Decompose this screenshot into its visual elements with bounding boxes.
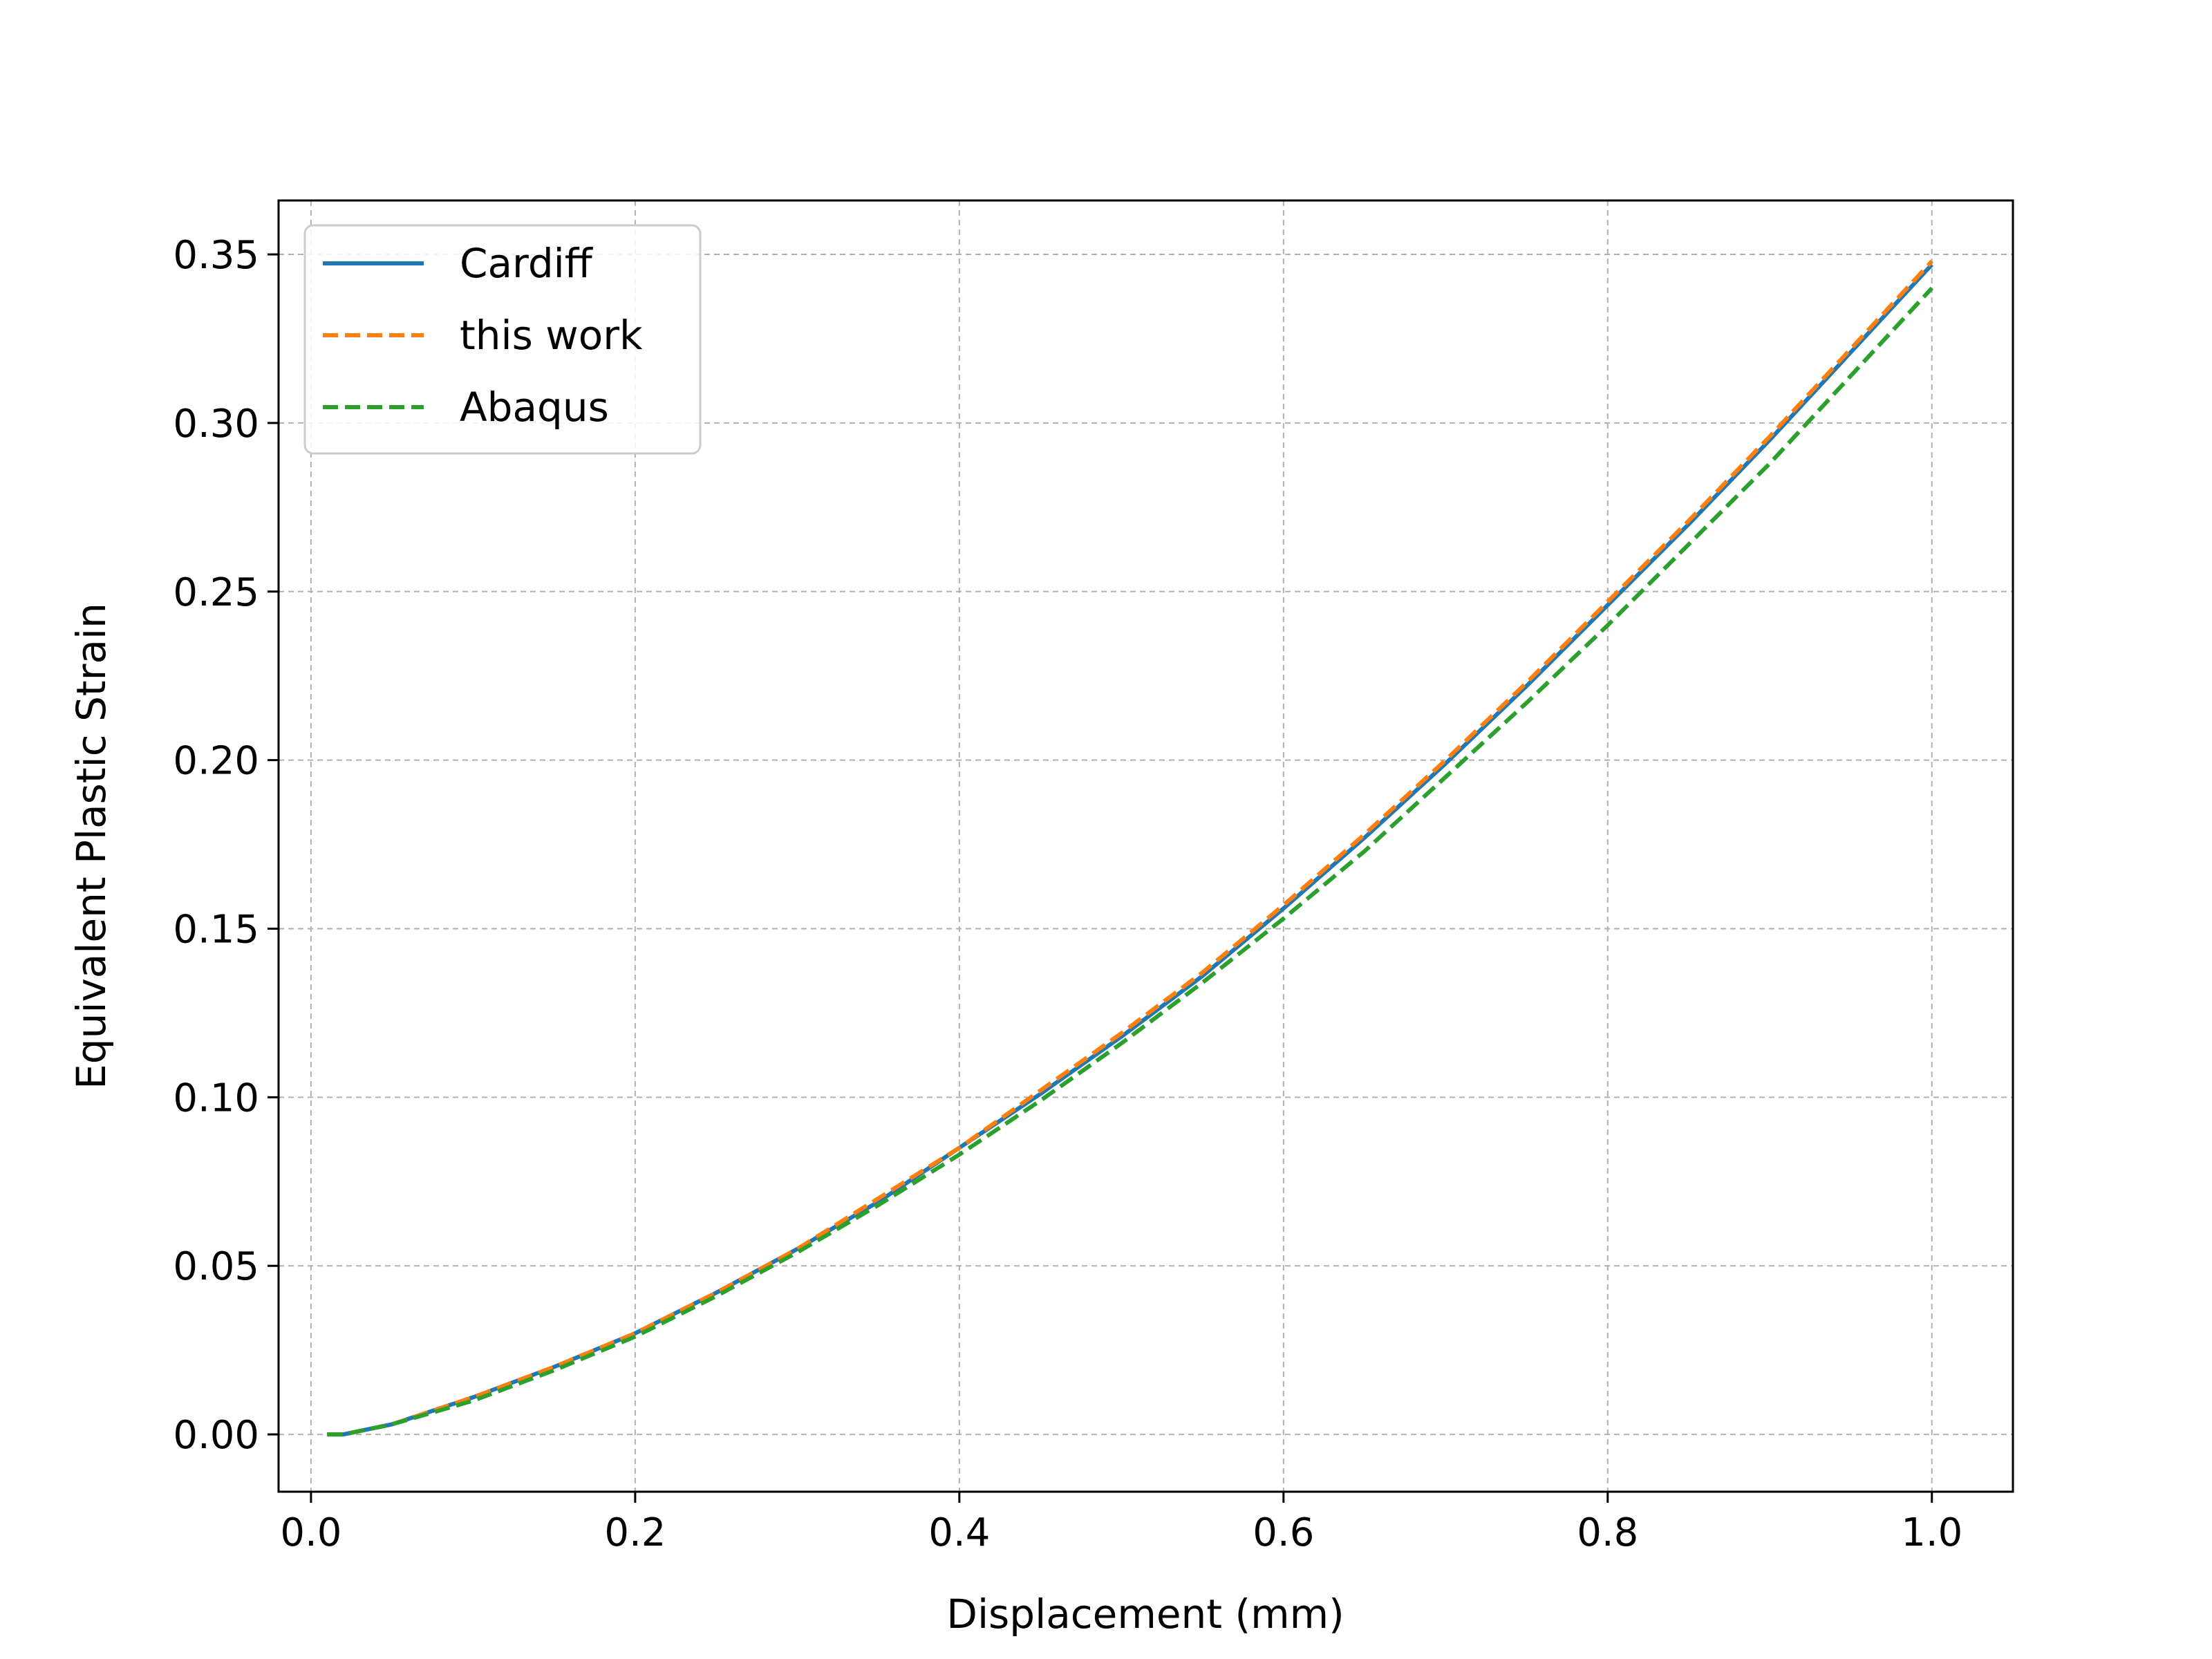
y-tick-label: 0.20: [173, 739, 259, 784]
y-tick-label: 0.30: [173, 402, 259, 447]
legend-label: Abaqus: [460, 384, 609, 431]
legend: Cardiff this work Abaqus: [303, 224, 702, 455]
series-layer: [327, 259, 1934, 1437]
legend-box: [303, 224, 702, 455]
y-axis-ticks: 0.00 0.05 0.10 0.15 0.20 0.25 0.30 0.35: [173, 233, 279, 1458]
series-line-this-work: [327, 259, 1934, 1437]
legend-label: Cardiff: [460, 240, 594, 287]
legend-label: this work: [460, 312, 643, 359]
x-tick-label: 0.0: [280, 1510, 341, 1555]
plot-frame: [277, 199, 2014, 1493]
x-tick-label: 0.4: [928, 1510, 990, 1555]
y-tick-label: 0.35: [173, 233, 259, 278]
y-axis-label: Equivalent Plastic Strain: [68, 603, 115, 1089]
y-tick-label: 0.00: [173, 1413, 259, 1458]
x-tick-label: 0.6: [1253, 1510, 1314, 1555]
x-tick-label: 1.0: [1901, 1510, 1962, 1555]
x-axis-ticks: 0.0 0.2 0.4 0.6 0.8 1.0: [280, 1492, 1962, 1555]
x-axis-label: Displacement (mm): [946, 1591, 1344, 1638]
y-tick-label: 0.25: [173, 570, 259, 615]
series-line-abaqus: [327, 286, 1934, 1437]
x-tick-label: 0.2: [604, 1510, 666, 1555]
y-tick-label: 0.15: [173, 907, 259, 952]
x-tick-label: 0.8: [1577, 1510, 1638, 1555]
y-tick-label: 0.05: [173, 1244, 259, 1289]
y-tick-label: 0.10: [173, 1076, 259, 1121]
